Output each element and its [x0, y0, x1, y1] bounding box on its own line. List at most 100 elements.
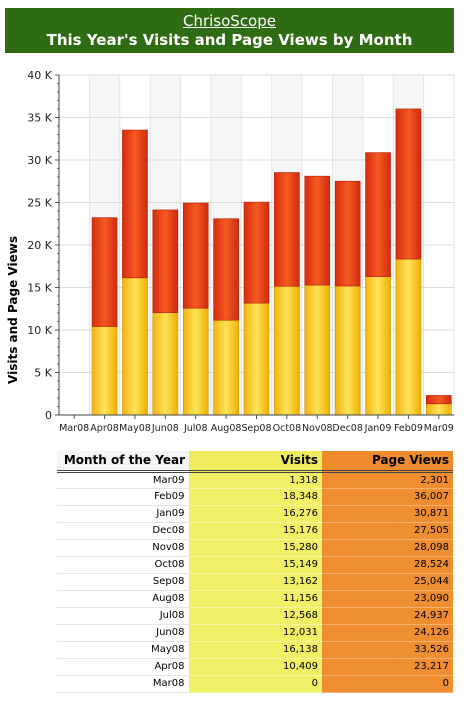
cell-page-views: 24,937 — [322, 607, 453, 625]
table-row: Mar09 1,318 2,301 — [57, 471, 453, 489]
cell-visits: 18,348 — [189, 488, 322, 506]
cell-visits: 15,176 — [189, 522, 322, 540]
cell-page-views: 25,044 — [322, 573, 453, 591]
bar-visits-may08 — [122, 277, 148, 416]
bar-page-views-aug08 — [213, 218, 239, 321]
site-name-link[interactable]: ChrisoScope — [182, 12, 276, 30]
bar-page-views-apr08 — [91, 217, 118, 327]
cell-page-views: 23,090 — [322, 590, 453, 608]
table-row: Mar08 0 0 — [57, 675, 453, 693]
bar-visits-sep08 — [243, 302, 270, 416]
cell-visits: 15,149 — [189, 556, 322, 574]
bar-page-views-nov08 — [304, 175, 331, 286]
monthly-data-table: Month of the Year Visits Page Views Mar0… — [57, 451, 453, 693]
bar-visits-jul08 — [182, 307, 209, 416]
y-tick-label: 5 K — [34, 367, 52, 380]
bar-visits-dec08 — [334, 285, 361, 416]
cell-month: Mar08 — [57, 675, 190, 693]
cell-page-views: 36,007 — [322, 488, 453, 506]
y-tick-label: 20 K — [27, 239, 52, 252]
cell-page-views: 23,217 — [322, 658, 453, 676]
cell-page-views: 24,126 — [322, 624, 453, 642]
cell-month: Oct08 — [57, 556, 190, 574]
cell-month: Dec08 — [57, 522, 190, 540]
x-tick-label: Apr08 — [90, 423, 119, 434]
bar-visits-aug08 — [213, 319, 239, 416]
x-tick-label: Jul08 — [183, 423, 208, 434]
y-tick-label: 25 K — [27, 197, 52, 210]
cell-month: Aug08 — [57, 590, 190, 608]
column-header-month: Month of the Year — [57, 451, 189, 473]
x-tick-label: Jan09 — [364, 423, 392, 434]
table-row: Oct08 15,149 28,524 — [57, 556, 453, 574]
y-tick-label: 10 K — [27, 324, 52, 337]
report-header: ChrisoScope This Year's Visits and Page … — [5, 8, 454, 53]
bar-page-views-oct08 — [274, 172, 300, 287]
x-tick-label: Mar08 — [59, 423, 89, 434]
bar-visits-feb09 — [395, 258, 422, 416]
cell-visits: 10,409 — [189, 658, 322, 676]
bar-visits-jan09 — [365, 276, 391, 416]
bar-page-views-jan09 — [365, 152, 391, 277]
x-tick-label: Jun08 — [151, 423, 179, 434]
cell-visits: 12,568 — [189, 607, 322, 625]
cell-month: Sep08 — [57, 573, 190, 591]
cell-month: Jun08 — [57, 624, 190, 642]
cell-month: Feb09 — [57, 488, 190, 506]
x-tick-label: Mar09 — [424, 423, 454, 434]
cell-visits: 16,138 — [189, 641, 322, 659]
x-tick-label: Feb09 — [394, 423, 423, 434]
bar-visits-mar09 — [426, 403, 452, 416]
bar-visits-jun08 — [152, 312, 179, 416]
cell-visits: 1,318 — [189, 471, 322, 489]
cell-month: Apr08 — [57, 658, 190, 676]
x-tick-label: Nov08 — [302, 423, 333, 434]
bar-visits-oct08 — [274, 285, 300, 416]
table-row: Apr08 10,409 23,217 — [57, 658, 453, 676]
cell-page-views: 2,301 — [322, 471, 453, 489]
cell-page-views: 28,524 — [322, 556, 453, 574]
cell-month: Mar09 — [57, 471, 190, 489]
cell-page-views: 28,098 — [322, 539, 453, 557]
x-tick-label: Oct08 — [273, 423, 302, 434]
bar-page-views-mar09 — [426, 395, 452, 405]
x-tick-label: Dec08 — [332, 423, 362, 434]
table-row: Aug08 11,156 23,090 — [57, 590, 453, 608]
y-tick-label: 0 — [45, 409, 52, 422]
cell-visits: 16,276 — [189, 505, 322, 523]
cell-page-views: 30,871 — [322, 505, 453, 523]
table-row: May08 16,138 33,526 — [57, 641, 453, 659]
cell-month: Nov08 — [57, 539, 190, 557]
table-header-row: Month of the Year Visits Page Views — [57, 451, 453, 473]
column-header-page-views: Page Views — [322, 451, 453, 473]
y-tick-label: 15 K — [27, 282, 52, 295]
column-header-visits: Visits — [189, 451, 322, 473]
chart-title: This Year's Visits and Page Views by Mon… — [46, 31, 413, 49]
chart-axes: 0 5 K 10 K 15 K 20 K 25 K 30 K 35 K 40 K Mar08 Apr… — [27, 69, 454, 434]
bar-page-views-jun08 — [152, 209, 179, 314]
x-tick-label: May08 — [119, 423, 151, 434]
bar-page-views-feb09 — [395, 108, 422, 260]
y-tick-label: 40 K — [27, 69, 52, 82]
chart-bars — [91, 108, 452, 416]
table-row: Sep08 13,162 25,044 — [57, 573, 453, 591]
cell-visits: 15,280 — [189, 539, 322, 557]
bar-visits-apr08 — [91, 326, 118, 416]
cell-visits: 0 — [189, 675, 322, 693]
cell-page-views: 33,526 — [322, 641, 453, 659]
cell-month: May08 — [57, 641, 190, 659]
cell-page-views: 0 — [322, 675, 453, 693]
bar-page-views-may08 — [122, 129, 148, 279]
table-row: Jun08 12,031 24,126 — [57, 624, 453, 642]
y-axis-label: Visits and Page Views — [6, 236, 20, 384]
cell-visits: 11,156 — [189, 590, 322, 608]
cell-visits: 12,031 — [189, 624, 322, 642]
visits-pageviews-chart: 0 5 K 10 K 15 K 20 K 25 K 30 K 35 K 40 K Mar08 Apr… — [6, 69, 455, 434]
table-row: Nov08 15,280 28,098 — [57, 539, 453, 557]
table-row: Dec08 15,176 27,505 — [57, 522, 453, 540]
cell-month: Jan09 — [57, 505, 190, 523]
bar-page-views-sep08 — [243, 201, 270, 304]
table-body: Mar09 1,318 2,301 Feb09 18,348 36,007 Jan09 16,… — [57, 471, 453, 693]
bar-page-views-jul08 — [182, 202, 209, 309]
table-row: Feb09 18,348 36,007 — [57, 488, 453, 506]
